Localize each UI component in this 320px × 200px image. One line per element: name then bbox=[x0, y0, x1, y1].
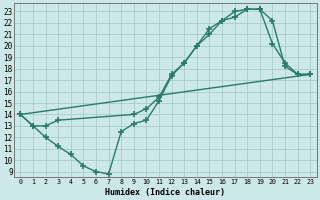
X-axis label: Humidex (Indice chaleur): Humidex (Indice chaleur) bbox=[105, 188, 225, 197]
